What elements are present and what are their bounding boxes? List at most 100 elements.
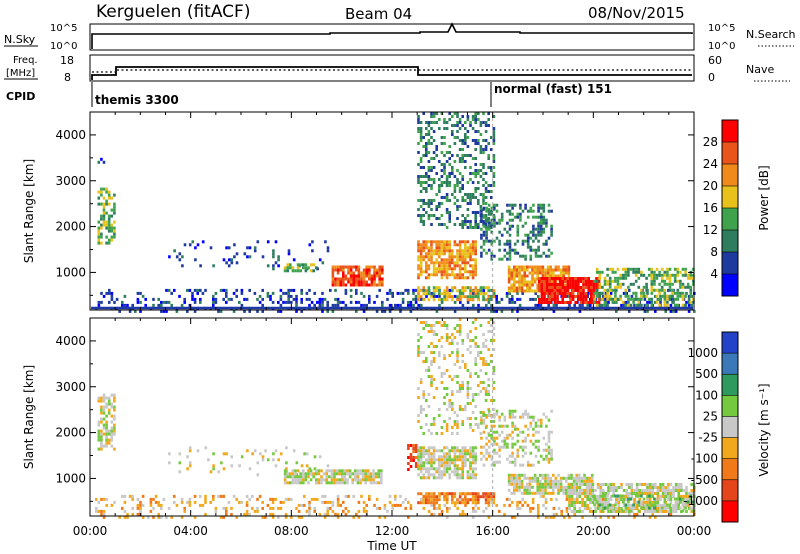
velocity-echo-cell — [585, 476, 589, 480]
velocity-echo-cell — [435, 333, 438, 336]
power-echo-cell — [419, 273, 423, 277]
power-echo-cell — [571, 286, 575, 289]
velocity-echo-cell — [407, 500, 410, 504]
velocity-panel-marks — [95, 318, 696, 519]
power-echo-cell — [518, 303, 522, 307]
power-echo-cell — [520, 268, 524, 272]
velocity-echo-cell — [516, 506, 519, 510]
velocity-echo-cell — [562, 476, 565, 480]
velocity-echo-cell — [647, 506, 651, 510]
velocity-echo-cell — [438, 321, 441, 324]
velocity-echo-cell — [599, 483, 602, 486]
velocity-echo-cell — [469, 375, 472, 378]
velocity-echo-cell — [661, 504, 665, 507]
power-echo-cell — [365, 268, 368, 272]
velocity-echo-cell — [650, 494, 654, 498]
velocity-echo-cell — [432, 378, 436, 381]
velocity-echo-cell — [448, 492, 451, 496]
power-echo-cell — [422, 214, 425, 217]
velocity-echo-cell — [500, 430, 504, 434]
velocity-echo-cell — [326, 506, 329, 510]
velocity-echo-cell — [295, 506, 298, 510]
velocity-echo-cell — [515, 473, 519, 477]
velocity-echo-cell — [204, 512, 207, 516]
power-echo-cell — [507, 274, 511, 278]
velocity-echo-cell — [331, 503, 335, 507]
power-echo-cell — [451, 130, 454, 133]
power-echo-cell — [692, 267, 695, 271]
velocity-echo-cell — [513, 485, 516, 489]
velocity-echo-cell — [482, 357, 485, 360]
velocity-echo-cell — [471, 501, 475, 505]
power-echo-cell — [305, 291, 309, 295]
velocity-echo-cell — [113, 432, 116, 436]
velocity-echo-cell — [149, 503, 153, 507]
power-echo-cell — [349, 274, 353, 278]
power-echo-cell — [427, 292, 431, 296]
velocity-echo-cell — [495, 412, 499, 416]
power-echo-cell — [692, 297, 695, 301]
velocity-echo-cell — [516, 433, 520, 437]
velocity-echo-cell — [482, 363, 485, 366]
power-echo-cell — [471, 181, 475, 184]
power-echo-cell — [603, 276, 607, 280]
power-echo-cell — [456, 217, 459, 220]
velocity-echo-cell — [653, 506, 656, 510]
velocity-echo-cell — [170, 515, 173, 519]
power-echo-cell — [461, 154, 464, 157]
power-echo-cell — [139, 291, 142, 295]
power-echo-cell — [595, 267, 599, 271]
power-echo-cell — [679, 282, 682, 286]
velocity-echo-cell — [312, 475, 315, 479]
power-echo-cell — [474, 163, 477, 166]
velocity-echo-cell — [513, 491, 516, 495]
velocity-echo-cell — [667, 495, 670, 498]
power-echo-cell — [515, 265, 519, 269]
power-echo-cell — [561, 292, 564, 295]
velocity-echo-cell — [477, 384, 480, 387]
power-echo-cell — [531, 297, 535, 301]
power-echo-cell — [531, 280, 534, 284]
power-echo-cell — [482, 112, 485, 115]
power-echo-cell — [624, 294, 628, 298]
velocity-echo-cell — [453, 464, 457, 468]
power-echo-cell — [654, 294, 657, 298]
power-echo-cell — [435, 112, 438, 115]
velocity-echo-cell — [490, 360, 493, 363]
velocity-echo-cell — [482, 412, 486, 416]
velocity-echo-cell — [570, 483, 574, 486]
velocity-echo-cell — [635, 512, 639, 516]
power-echo-cell — [595, 294, 599, 298]
velocity-echo-cell — [461, 360, 464, 363]
velocity-echo-cell — [529, 451, 533, 455]
velocity-echo-cell — [409, 465, 413, 468]
freq-tick-high: 18 — [60, 54, 74, 67]
power-echo-cell — [318, 258, 322, 262]
power-echo-cell — [425, 142, 428, 145]
velocity-echo-cell — [573, 507, 576, 510]
power-echo-cell — [427, 255, 431, 259]
power-echo-cell — [553, 295, 557, 298]
power-echo-cell — [422, 187, 425, 190]
power-echo-cell — [469, 258, 472, 262]
velocity-echo-cell — [677, 489, 680, 492]
velocity-echo-cell — [102, 393, 106, 397]
velocity-echo-cell — [690, 492, 693, 495]
power-echo-cell — [443, 252, 446, 256]
power-echo-cell — [461, 226, 464, 229]
velocity-echo-cell — [417, 414, 420, 417]
power-echo-cell — [547, 236, 551, 240]
velocity-echo-cell — [526, 427, 530, 431]
power-echo-cell — [493, 218, 496, 222]
power-echo-cell — [621, 273, 625, 277]
power-echo-cell — [523, 268, 526, 272]
power-echo-cell — [282, 300, 285, 304]
power-echo-cell — [440, 276, 444, 280]
velocity-echo-cell — [503, 418, 507, 422]
velocity-echo-cell — [222, 515, 225, 519]
power-echo-cell — [687, 309, 691, 313]
power-echo-cell — [518, 268, 521, 272]
velocity-echo-cell — [438, 506, 441, 510]
velocity-echo-cell — [342, 509, 345, 513]
power-echo-cell — [484, 187, 488, 190]
